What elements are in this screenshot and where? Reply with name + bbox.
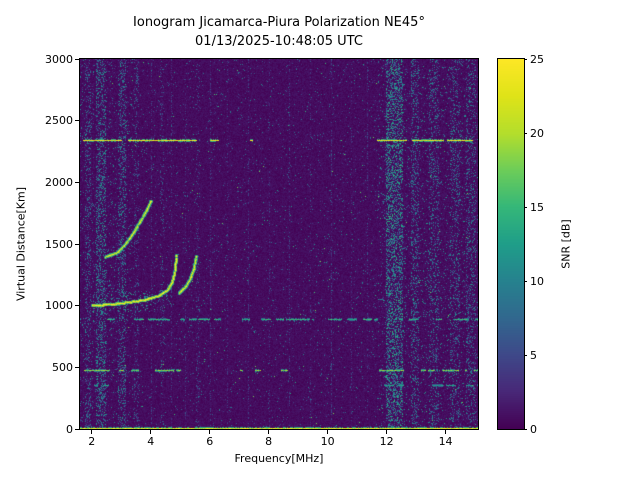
y-tick-label: 500 xyxy=(52,360,73,374)
x-tick-label: 10 xyxy=(320,435,335,448)
y-tick-label: 0 xyxy=(66,422,73,436)
colorbar-gradient xyxy=(497,58,525,430)
x-tick-label: 4 xyxy=(147,435,155,448)
colorbar-tick-mark xyxy=(524,58,527,60)
x-tick-mark xyxy=(445,430,447,434)
x-tick-label: 12 xyxy=(379,435,394,448)
y-tick-label: 1500 xyxy=(45,237,73,251)
colorbar-tick-label: 0 xyxy=(530,422,537,436)
y-tick-mark xyxy=(75,120,79,122)
colorbar-tick-mark xyxy=(524,428,527,430)
y-tick-label: 2500 xyxy=(45,114,73,128)
colorbar-tick-label: 25 xyxy=(530,52,544,66)
y-tick-mark xyxy=(75,305,79,307)
y-tick-label: 1000 xyxy=(45,299,73,313)
chart-title-line2: 01/13/2025-10:48:05 UTC xyxy=(195,34,363,49)
colorbar-tick-mark xyxy=(524,280,527,282)
y-tick-label: 3000 xyxy=(45,52,73,66)
colorbar-tick-mark xyxy=(524,354,527,356)
y-tick-mark xyxy=(75,366,79,368)
y-tick-label: 2000 xyxy=(45,175,73,189)
y-tick-mark xyxy=(75,243,79,245)
colorbar-tick-label: 20 xyxy=(530,126,544,140)
x-tick-mark xyxy=(327,430,329,434)
x-tick-mark xyxy=(150,430,152,434)
colorbar-tick-mark xyxy=(524,132,527,134)
chart-title-line1: Ionogram Jicamarca-Piura Polarization NE… xyxy=(133,15,425,30)
colorbar-tick-mark xyxy=(524,206,527,208)
x-tick-label: 2 xyxy=(88,435,96,448)
chart-title: Ionogram Jicamarca-Piura Polarization NE… xyxy=(80,13,478,51)
colorbar-label: SNR [dB] xyxy=(559,219,573,269)
colorbar-tick-label: 5 xyxy=(530,348,537,362)
ionogram-heatmap xyxy=(79,58,479,430)
y-tick-mark xyxy=(75,58,79,60)
x-tick-mark xyxy=(268,430,270,434)
x-tick-mark xyxy=(209,430,211,434)
x-axis-label: Frequency[MHz] xyxy=(234,452,324,465)
x-tick-mark xyxy=(91,430,93,434)
colorbar-tick-label: 10 xyxy=(530,274,544,288)
x-tick-label: 6 xyxy=(206,435,214,448)
y-tick-mark xyxy=(75,428,79,430)
colorbar-tick-label: 15 xyxy=(530,200,544,214)
y-tick-mark xyxy=(75,181,79,183)
x-tick-label: 8 xyxy=(265,435,273,448)
x-tick-label: 14 xyxy=(438,435,453,448)
x-tick-mark xyxy=(386,430,388,434)
